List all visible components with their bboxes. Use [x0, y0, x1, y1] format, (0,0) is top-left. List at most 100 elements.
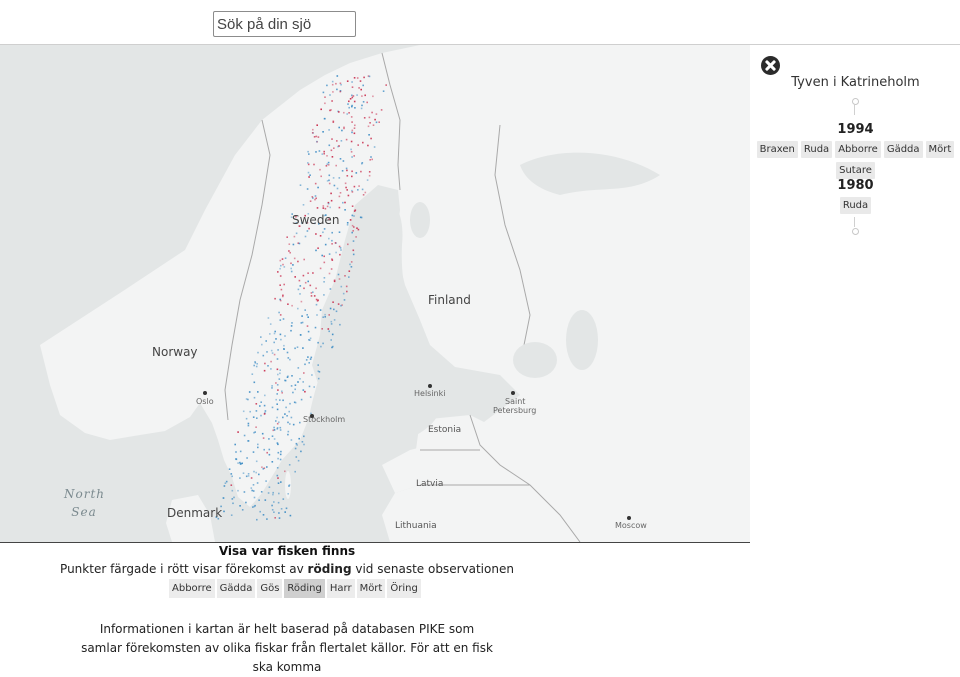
fish-observation-dot	[344, 209, 346, 211]
fish-observation-dot	[339, 253, 341, 256]
fish-observation-dot	[279, 275, 282, 277]
fish-observation-dot	[322, 342, 324, 345]
fish-observation-dot	[257, 443, 259, 446]
label-moscow: Moscow	[615, 521, 647, 530]
fish-observation-dot	[224, 482, 227, 484]
fish-observation-dot	[294, 384, 297, 386]
filter-button-röding[interactable]: Röding	[284, 579, 325, 598]
fish-observation-dot	[281, 392, 283, 394]
fish-observation-dot	[314, 222, 316, 225]
fish-observation-dot	[282, 399, 284, 402]
fish-observation-dot	[367, 125, 370, 128]
fish-observation-dot	[313, 136, 316, 138]
fish-observation-dot	[304, 235, 307, 238]
fish-observation-dot	[279, 259, 282, 262]
fish-observation-dot	[330, 149, 333, 152]
fish-observation-dot	[304, 390, 306, 393]
filter-button-gädda[interactable]: Gädda	[216, 579, 256, 598]
fish-observation-dot	[348, 112, 350, 114]
fish-observation-dot	[279, 319, 282, 321]
fish-observation-dot	[322, 316, 324, 318]
timeline-knob-bottom	[852, 228, 859, 235]
fish-observation-dot	[271, 435, 274, 437]
fish-observation-dot	[344, 201, 346, 204]
close-icon[interactable]	[761, 56, 780, 75]
fish-observation-dot	[348, 276, 350, 278]
fish-observation-dot	[277, 451, 280, 454]
fish-observation-dot	[264, 410, 267, 412]
fish-observation-dot	[225, 480, 228, 483]
fish-observation-dot	[275, 338, 277, 340]
fish-observation-dot	[358, 87, 360, 89]
fish-observation-dot	[263, 448, 265, 451]
fish-observation-dot	[284, 257, 287, 259]
fish-observation-dot	[317, 247, 319, 249]
fish-observation-dot	[256, 518, 258, 521]
fish-observation-dot	[328, 272, 331, 275]
filter-button-harr[interactable]: Harr	[326, 579, 355, 598]
fish-observation-dot	[326, 163, 329, 165]
fish-observation-dot	[309, 337, 312, 340]
map-canvas[interactable]	[0, 45, 750, 542]
city-marker-moscow	[627, 516, 631, 520]
fish-observation-dot	[368, 174, 371, 177]
label-saint-petersburg-2: Petersburg	[493, 406, 537, 415]
fish-observation-dot	[369, 122, 371, 124]
fish-observation-dot	[361, 162, 364, 164]
fish-observation-dot	[331, 83, 334, 86]
fish-observation-dot	[361, 188, 364, 191]
fish-observation-dot	[345, 186, 347, 189]
label-lithuania: Lithuania	[395, 521, 437, 531]
fish-observation-dot	[271, 509, 274, 511]
fish-observation-dot	[233, 496, 235, 499]
fish-observation-dot	[340, 249, 342, 251]
baltic-sea	[296, 375, 440, 515]
fish-observation-dot	[285, 406, 287, 409]
filter-button-abborre[interactable]: Abborre	[169, 579, 215, 598]
fish-observation-dot	[362, 194, 365, 196]
lake-search-input[interactable]	[213, 11, 356, 37]
filter-button-mört[interactable]: Mört	[356, 579, 386, 598]
filter-button-öring[interactable]: Öring	[387, 579, 421, 598]
fish-observation-dot	[352, 249, 355, 252]
fish-observation-dot	[307, 163, 310, 166]
map-view[interactable]: Sweden Finland Norway Denmark Estonia La…	[0, 45, 750, 543]
fish-observation-dot	[268, 438, 270, 440]
lake-detail-panel: Tyven i Katrineholm 1994 Braxen Ruda Abbor…	[751, 45, 960, 542]
fish-observation-dot	[235, 458, 237, 460]
fish-observation-dot	[366, 179, 369, 181]
fish-observation-dot	[315, 303, 318, 306]
land-oland	[285, 471, 291, 499]
label-north-sea: North Sea	[64, 485, 104, 521]
fish-observation-dot	[315, 197, 317, 200]
fish-observation-dot	[362, 84, 364, 87]
fish-observation-dot	[245, 417, 248, 420]
fish-observation-dot	[357, 189, 359, 191]
fish-observation-dot	[344, 275, 346, 277]
fish-observation-dot	[276, 467, 279, 469]
fish-observation-dot	[264, 412, 266, 414]
fish-observation-dot	[303, 372, 305, 374]
fish-observation-dot	[308, 362, 310, 364]
fish-observation-dot	[280, 450, 282, 453]
white-sea	[520, 152, 660, 195]
fish-observation-dot	[253, 431, 255, 434]
fish-observation-dot	[308, 153, 310, 155]
fish-observation-dot	[247, 398, 249, 401]
filter-button-gös[interactable]: Gös	[257, 579, 283, 598]
fish-observation-dot	[257, 446, 259, 449]
fish-observation-dot	[333, 280, 336, 283]
fish-observation-dot	[276, 403, 278, 405]
fish-observation-dot	[329, 307, 332, 310]
fish-observation-dot	[257, 351, 259, 354]
fish-observation-dot	[348, 100, 350, 103]
fish-observation-dot	[270, 368, 272, 370]
fish-observation-dot	[352, 240, 355, 242]
fish-observation-dot	[237, 431, 239, 433]
fish-observation-dot	[327, 201, 330, 204]
fish-observation-dot	[276, 368, 279, 371]
fish-observation-dot	[273, 429, 276, 431]
fish-observation-dot	[284, 511, 286, 513]
fish-observation-dot	[326, 84, 328, 87]
label-stockholm: Stockholm	[303, 415, 346, 424]
